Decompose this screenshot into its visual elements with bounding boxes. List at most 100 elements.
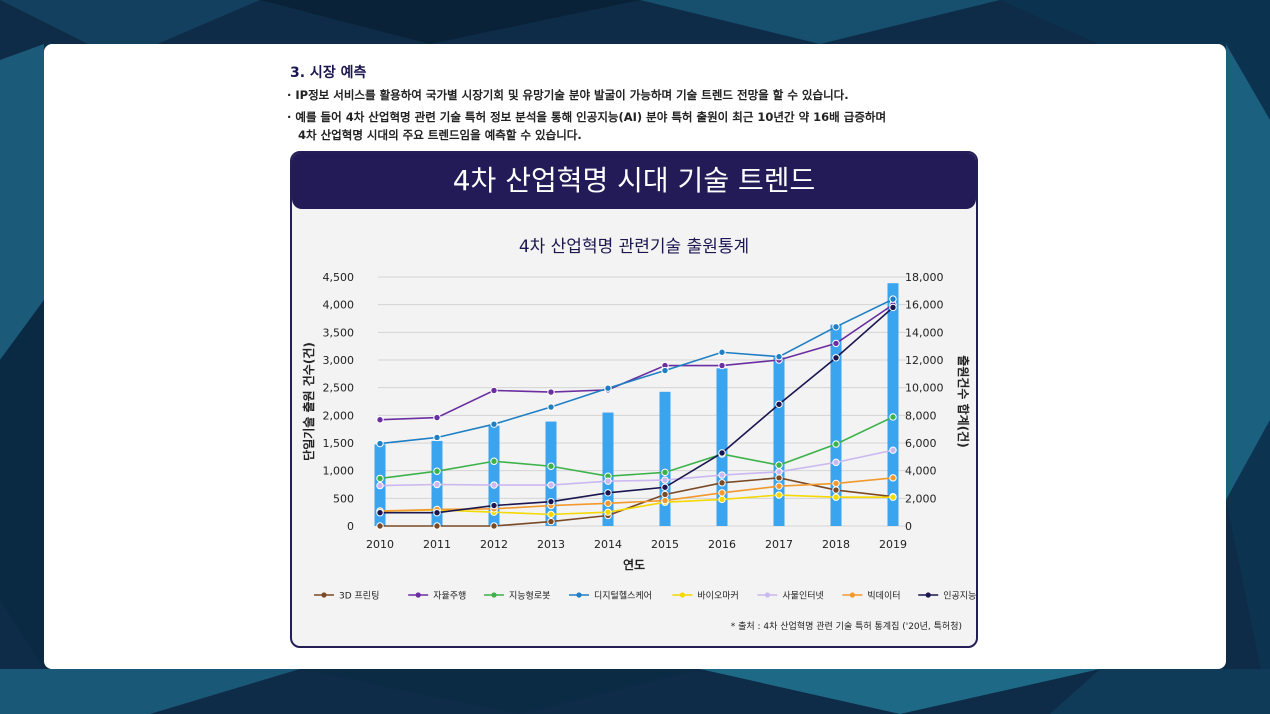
legend-label: 지능형로봇 [509, 591, 550, 602]
chart-title: 4차 산업혁명 관련기술 출원통계 [519, 237, 749, 257]
y-left-tick-label: 2,500 [323, 382, 355, 395]
x-tick-label: 2014 [594, 538, 622, 551]
x-tick-label: 2013 [537, 538, 565, 551]
legend-marker [321, 592, 327, 598]
series-point [376, 522, 384, 530]
series-line [379, 304, 894, 421]
series-point [718, 489, 726, 497]
series-point [832, 354, 840, 362]
series-point [604, 489, 612, 497]
series-point [832, 479, 840, 488]
series-point [547, 481, 555, 489]
legend-label: 사물인터넷 [782, 591, 823, 602]
series-point [775, 461, 783, 469]
series-point [490, 386, 498, 395]
series-point [547, 517, 555, 526]
series-point [718, 348, 726, 356]
legend-label: 인공지능 [943, 591, 976, 602]
bar-total [773, 357, 785, 526]
x-tick-label: 2018 [822, 538, 850, 551]
y-right-tick-label: 0 [905, 520, 912, 533]
series-point [775, 352, 783, 361]
series-point [775, 474, 783, 482]
y-left-axis-label: 단일기술 출원 건수(건) [301, 342, 316, 461]
series-point [718, 361, 726, 370]
series-point [889, 474, 897, 482]
series-line [380, 477, 894, 527]
legend-marker [925, 592, 931, 598]
y-right-tick-label: 14,000 [905, 326, 944, 339]
series-point [775, 400, 783, 408]
y-left-tick-label: 4,500 [323, 271, 355, 284]
series-point [718, 449, 726, 457]
legend-marker [491, 592, 497, 598]
legend-label: 자율주행 [433, 590, 466, 602]
series-point [661, 476, 669, 484]
series-point [490, 420, 498, 428]
series-point [547, 388, 555, 396]
y-left-tick-label: 0 [347, 520, 354, 533]
panel-title: 4차 산업혁명 시대 기술 트렌드 [292, 153, 976, 209]
series-point [433, 413, 441, 422]
y-right-axis-label: 출원건수 합계(건) [956, 355, 971, 447]
series-point [604, 508, 612, 516]
series-point [832, 493, 840, 501]
legend-marker [764, 592, 770, 598]
y-right-tick-label: 12,000 [905, 354, 944, 367]
series-point [889, 295, 897, 303]
x-tick-label: 2016 [708, 538, 736, 551]
series-point [433, 522, 441, 530]
x-tick-label: 2010 [366, 538, 394, 551]
series-point [775, 491, 783, 499]
series-point [889, 446, 897, 454]
series-point [718, 479, 726, 487]
series-point [547, 403, 555, 411]
bar-total [659, 391, 671, 526]
series-point [832, 458, 840, 467]
series-point [718, 495, 726, 504]
legend-marker [849, 592, 856, 598]
series-point [547, 462, 555, 470]
series-line [379, 416, 894, 480]
y-right-tick-label: 10,000 [905, 382, 944, 395]
series-point [433, 509, 441, 517]
series-point [490, 481, 498, 489]
series-point [547, 497, 555, 506]
legend-label: 바이오마커 [697, 591, 738, 602]
series-point [376, 481, 384, 490]
series-point [661, 483, 669, 491]
bullet-text: · 예를 들어 4차 산업혁명 관련 기술 특허 정보 분석을 통해 인공지능(… [287, 110, 887, 124]
series-point [376, 474, 384, 483]
y-right-tick-label: 8,000 [905, 409, 937, 422]
series-point [832, 323, 840, 331]
y-right-tick-label: 2,000 [905, 492, 937, 505]
source-note: * 출처 : 4차 산업혁명 관련 기술 특허 통계집 ('20년, 특허청) [731, 620, 962, 632]
bar-total [830, 324, 842, 526]
series-point [889, 413, 897, 421]
legend-label: 빅데이터 [867, 591, 900, 602]
series-point [661, 366, 669, 375]
series-point [604, 384, 612, 392]
x-tick-label: 2011 [423, 538, 451, 551]
series-point [661, 490, 669, 499]
legend-marker [679, 592, 685, 598]
bar-total [887, 283, 899, 526]
series-line [379, 494, 893, 516]
series-point [433, 433, 441, 442]
series-point [547, 510, 555, 519]
series-point [832, 440, 840, 448]
y-left-tick-label: 3,000 [323, 354, 355, 367]
series-point [433, 480, 441, 489]
x-tick-label: 2019 [879, 538, 907, 551]
legend-marker [576, 592, 582, 598]
y-right-tick-label: 4,000 [905, 465, 937, 478]
y-left-tick-label: 3,500 [323, 326, 355, 339]
patent-chart: 4차 산업혁명 관련기술 출원통계 0 500 1,000 1,500 2,000 2,50… [301, 237, 976, 632]
x-tick-label: 2017 [765, 538, 793, 551]
series-point [832, 486, 840, 494]
bar-total [716, 368, 728, 526]
series-point [376, 509, 384, 517]
bullet-text: · IP정보 서비스를 활용하여 국가별 시장기회 및 유망기술 분야 발굴이 … [287, 88, 849, 102]
series-point [376, 439, 384, 448]
x-tick-label: 2012 [480, 538, 508, 551]
